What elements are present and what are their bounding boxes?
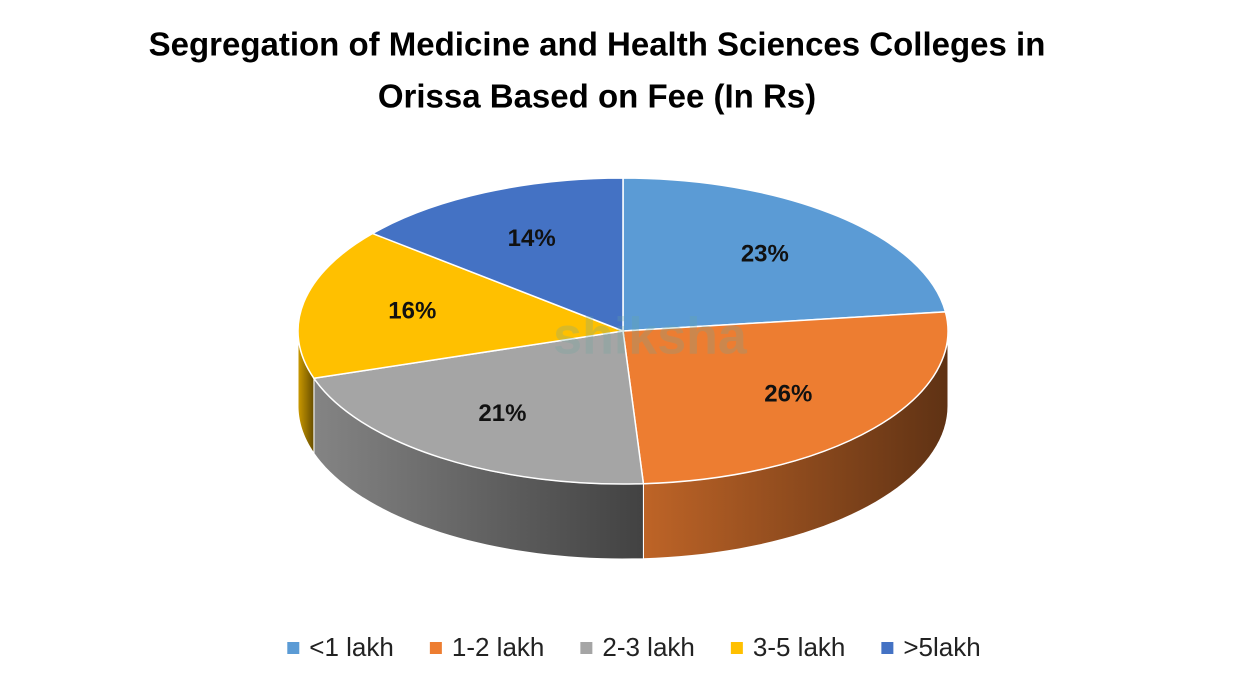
data-label: 14%	[508, 225, 556, 252]
legend-label: <1 lakh	[309, 632, 394, 662]
legend-label: 1-2 lakh	[452, 632, 545, 662]
data-label: 23%	[741, 241, 789, 268]
legend-label: >5lakh	[903, 632, 980, 662]
legend-label: 3-5 lakh	[753, 632, 846, 662]
legend-swatch	[881, 642, 894, 654]
data-label: 26%	[764, 381, 812, 408]
legend-swatch	[429, 642, 442, 654]
chart-title: Segregation of Medicine and Health Scien…	[149, 26, 1046, 63]
data-label: 21%	[478, 400, 526, 427]
legend-label: 2-3 lakh	[602, 632, 695, 662]
slice	[312, 330, 645, 485]
legend-swatch	[730, 642, 743, 654]
chart-title: Orissa Based on Fee (In Rs)	[378, 78, 816, 115]
slice	[370, 177, 624, 333]
legend-swatch	[580, 642, 593, 654]
data-label: 16%	[388, 297, 436, 324]
slice	[297, 232, 626, 380]
legend-swatch	[287, 642, 300, 654]
slice	[622, 177, 947, 332]
watermark: shiksha	[553, 308, 748, 366]
slice	[622, 311, 949, 485]
